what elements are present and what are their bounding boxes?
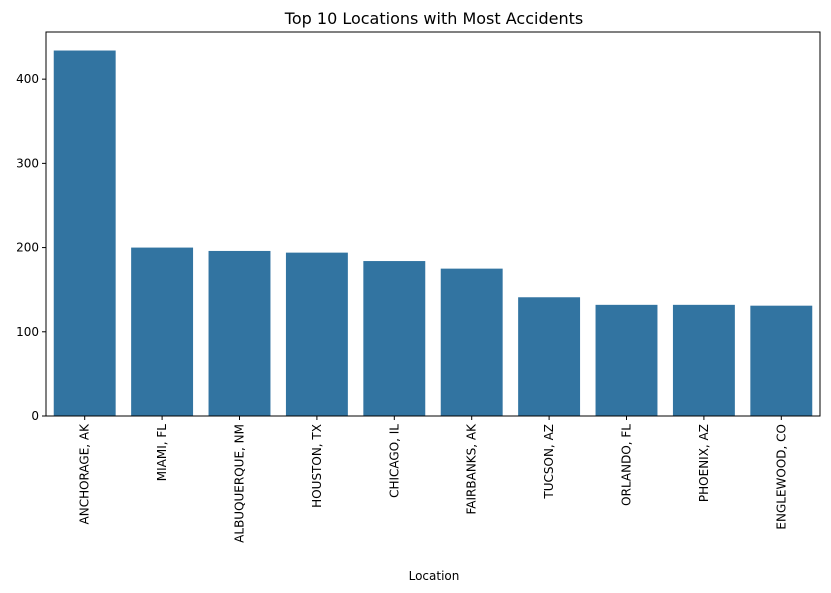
bar-6: [518, 297, 581, 416]
x-tick-label-4: CHICAGO, IL: [387, 424, 401, 498]
bars-group: [53, 50, 813, 417]
x-axis: ANCHORAGE, AK MIAMI, FL ALBUQUERQUE, NM HOU…: [78, 416, 788, 543]
chart-title: Top 10 Locations with Most Accidents: [284, 9, 583, 28]
x-tick-label-9: ENGLEWOOD, CO: [774, 424, 788, 530]
y-tick-label-3: 300: [16, 156, 39, 170]
x-tick-label-5: FAIRBANKS, AK: [465, 423, 479, 515]
bar-3: [285, 252, 348, 416]
plot-frame: [45, 31, 821, 417]
bar-7: [595, 304, 658, 416]
x-tick-label-6: TUCSON, AZ: [542, 424, 556, 500]
y-axis: 0 100 200 300 400: [16, 72, 46, 423]
bar-8: [672, 304, 735, 416]
x-tick-label-2: ALBUQUERQUE, NM: [233, 424, 247, 543]
y-tick-label-1: 100: [16, 325, 39, 339]
bar-0: [53, 50, 116, 417]
x-tick-label-8: PHOENIX, AZ: [697, 424, 711, 502]
x-tick-label-7: ORLANDO, FL: [620, 424, 634, 506]
y-tick-label-0: 0: [31, 409, 39, 423]
bar-4: [363, 261, 426, 416]
y-tick-label-4: 400: [16, 72, 39, 86]
y-tick-label-2: 200: [16, 241, 39, 255]
x-tick-label-0: ANCHORAGE, AK: [78, 423, 92, 525]
bar-9: [750, 305, 813, 416]
bar-5: [440, 268, 503, 416]
bar-2: [208, 250, 271, 416]
x-tick-label-1: MIAMI, FL: [155, 424, 169, 482]
bar-1: [131, 247, 194, 416]
x-axis-label: Location: [409, 569, 460, 583]
x-tick-label-3: HOUSTON, TX: [310, 424, 324, 508]
